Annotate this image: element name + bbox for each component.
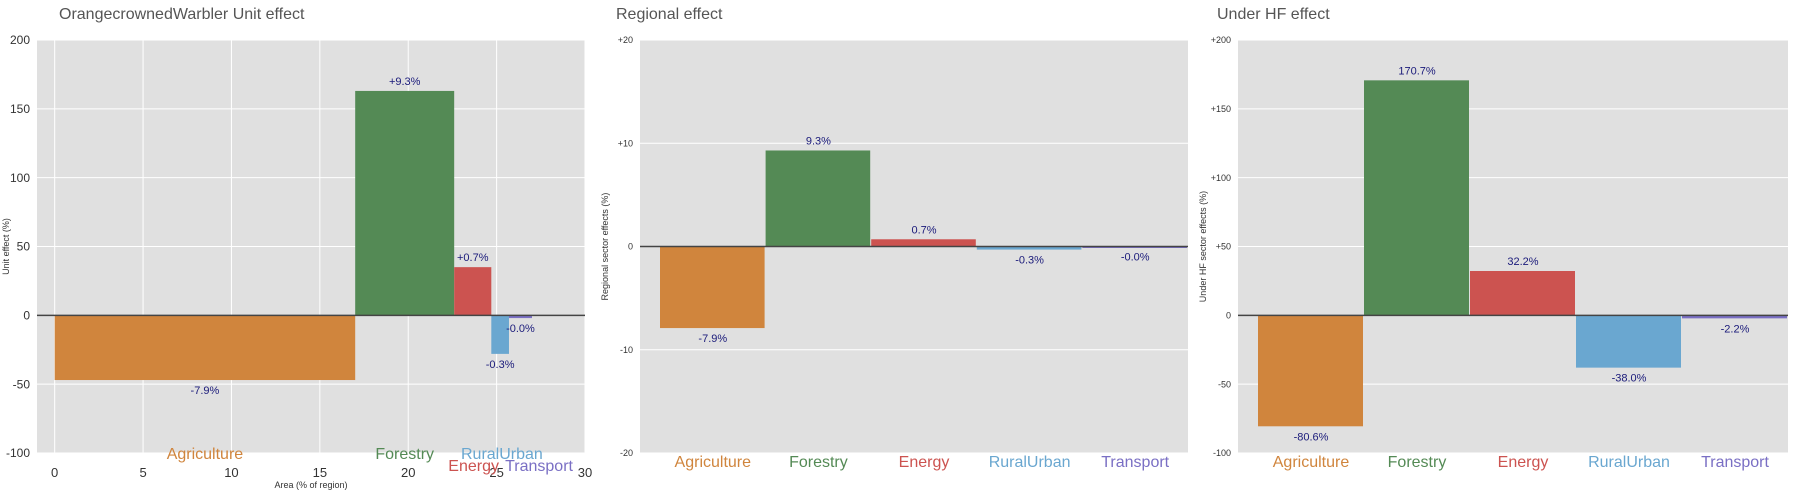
bar-energy — [1470, 271, 1575, 316]
bar-forestry — [1364, 80, 1469, 316]
category-label-agriculture: Agriculture — [167, 446, 244, 463]
y-tick-label: 0 — [1226, 310, 1231, 320]
regional-effect-chart: Regional effect -20 -10 0 +10 +20 Regional sec… — [600, 6, 1188, 471]
category-label-energy: Energy — [899, 454, 950, 471]
y-tick-label: 100 — [10, 171, 30, 185]
y-axis-label: Unit effect (%) — [1, 218, 11, 275]
category-label-energy: Energy — [1498, 454, 1549, 471]
y-tick-label: 150 — [10, 102, 30, 116]
bar-transport — [1682, 315, 1787, 319]
y-tick-label: 0 — [628, 242, 633, 252]
value-label-forestry: 170.7% — [1398, 65, 1436, 77]
bar-ruralurban — [1576, 315, 1681, 368]
value-label-transport: -2.2% — [1721, 323, 1750, 335]
x-tick-label: 10 — [224, 465, 238, 480]
y-tick-label: +10 — [618, 138, 633, 148]
y-tick-label: -50 — [1218, 379, 1231, 389]
value-label-ruralurban: -0.3% — [486, 359, 515, 371]
y-tick-label: +150 — [1211, 104, 1231, 114]
category-label-ruralurban: RuralUrban — [461, 446, 543, 463]
category-label-transport: Transport — [1701, 454, 1769, 471]
y-tick-label: -10 — [620, 345, 633, 355]
chart-title: Under HF effect — [1217, 6, 1330, 23]
y-tick-label: -100 — [1213, 448, 1231, 458]
bar-energy — [454, 267, 492, 316]
x-tick-label: 25 — [489, 465, 503, 480]
x-tick-label: 5 — [139, 465, 146, 480]
y-tick-label: +200 — [1211, 35, 1231, 45]
value-label-agriculture: -80.6% — [1294, 431, 1329, 443]
y-axis-label: Regional sector effects (%) — [600, 193, 610, 301]
x-tick-label: 30 — [578, 465, 592, 480]
y-tick-label: 0 — [23, 309, 30, 323]
y-tick-label: 50 — [17, 240, 31, 254]
category-label-transport: Transport — [1101, 454, 1169, 471]
x-tick-label: 0 — [51, 465, 58, 480]
y-tick-label: -100 — [6, 446, 30, 460]
chart-title: Regional effect — [616, 6, 723, 23]
y-tick-label: +50 — [1216, 242, 1231, 252]
bar-agriculture — [54, 315, 356, 381]
category-label-ruralurban: RuralUrban — [989, 454, 1071, 471]
value-label-energy: +0.7% — [457, 252, 489, 264]
value-label-transport: -0.0% — [1121, 252, 1150, 264]
category-label-energy: Energy — [448, 458, 499, 475]
category-label-ruralurban: RuralUrban — [1588, 454, 1670, 471]
value-label-transport: -0.0% — [506, 323, 535, 335]
category-label-forestry: Forestry — [375, 446, 434, 463]
y-tick-label: -50 — [13, 377, 31, 391]
under-hf-effect-chart: Under HF effect -100 -50 0 +50 +100 +150 +200 Un… — [1198, 6, 1788, 471]
value-label-energy: 32.2% — [1507, 256, 1538, 268]
bar-forestry — [765, 150, 871, 247]
value-label-agriculture: -7.9% — [191, 385, 220, 397]
bar-ruralurban — [976, 246, 1082, 250]
y-tick-label: -20 — [620, 448, 633, 458]
category-label-forestry: Forestry — [1388, 454, 1447, 471]
bar-energy — [871, 239, 976, 247]
bar-agriculture — [660, 246, 765, 329]
chart-title: OrangecrownedWarbler Unit effect — [59, 6, 305, 23]
bar-ruralurban — [491, 315, 509, 354]
value-label-agriculture: -7.9% — [698, 333, 727, 345]
y-tick-label: +20 — [618, 35, 633, 45]
value-label-forestry: +9.3% — [389, 76, 421, 88]
category-label-agriculture: Agriculture — [675, 454, 752, 471]
unit-effect-chart: OrangecrownedWarbler Unit effect -100 -50 0… — [1, 6, 592, 490]
bar-transport — [508, 315, 532, 319]
x-tick-label: 20 — [401, 465, 415, 480]
y-axis-label: Under HF sector effects (%) — [1198, 191, 1208, 302]
y-tick-label: 200 — [10, 33, 30, 47]
x-tick-label: 15 — [313, 465, 327, 480]
value-label-ruralurban: -38.0% — [1612, 373, 1647, 385]
value-label-ruralurban: -0.3% — [1015, 255, 1044, 267]
bar-forestry — [355, 90, 455, 316]
x-axis-label: Area (% of region) — [274, 480, 347, 490]
y-tick-label: +100 — [1211, 173, 1231, 183]
value-label-energy: 0.7% — [911, 224, 936, 236]
bar-agriculture — [1258, 315, 1363, 427]
category-label-forestry: Forestry — [789, 454, 848, 471]
category-label-transport: Transport — [505, 458, 573, 475]
category-label-agriculture: Agriculture — [1273, 454, 1350, 471]
value-label-forestry: 9.3% — [806, 135, 831, 147]
